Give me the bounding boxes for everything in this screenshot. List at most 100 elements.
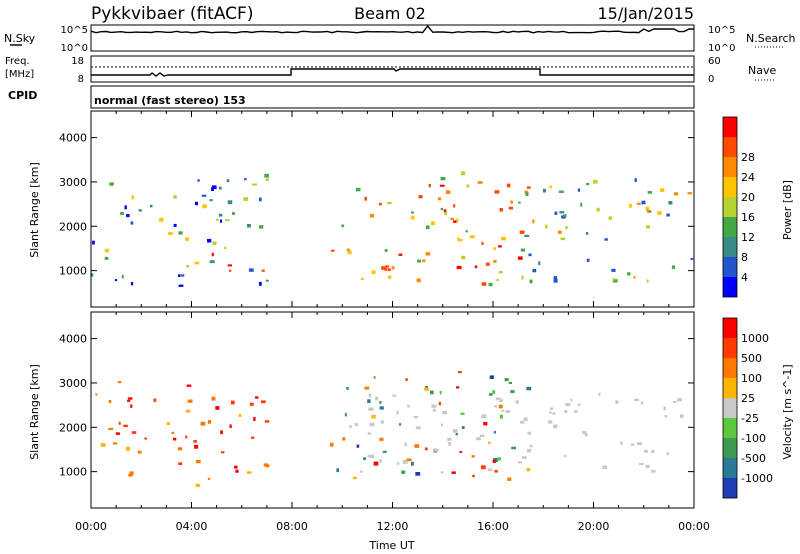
scatter-cell xyxy=(392,394,396,397)
scatter-cell xyxy=(453,204,456,208)
colorbar-swatch xyxy=(723,458,737,478)
scatter-cell xyxy=(186,384,192,387)
scatter-cell xyxy=(598,392,601,396)
scatter-cell xyxy=(517,461,522,464)
colorbar-tick-label: 100 xyxy=(741,372,762,385)
scatter-cell xyxy=(253,417,256,421)
scatter-cell xyxy=(380,420,384,424)
scatter-cell xyxy=(413,416,419,419)
scatter-cell xyxy=(379,401,382,404)
scatter-cell xyxy=(496,279,499,281)
y-tick-label: 4000 xyxy=(59,333,87,346)
colorbar-swatch xyxy=(723,277,737,297)
scatter-cell xyxy=(483,421,488,426)
scatter-cell xyxy=(215,406,220,410)
scatter-cell xyxy=(525,192,529,196)
scatter-cell xyxy=(417,259,421,263)
scatter-cell xyxy=(178,284,184,287)
scatter-cell xyxy=(488,282,493,287)
power-ylabel: Slant Range [km] xyxy=(28,162,41,258)
noise-left-tick-bottom: 10^0 xyxy=(61,43,88,54)
scatter-cell xyxy=(130,282,134,286)
scatter-cell xyxy=(526,186,531,189)
scatter-cell xyxy=(114,279,118,282)
scatter-cell xyxy=(489,375,494,379)
scatter-cell xyxy=(346,248,351,252)
x-tick-label: 16:00 xyxy=(477,520,509,533)
scatter-cell xyxy=(493,260,497,263)
scatter-cell xyxy=(185,237,189,241)
scatter-cell xyxy=(437,197,442,201)
scatter-cell xyxy=(507,477,512,481)
scatter-cell xyxy=(634,178,637,182)
scatter-cell xyxy=(144,437,147,440)
colorbar-swatch xyxy=(723,378,737,398)
y-tick-label: 3000 xyxy=(59,377,87,390)
scatter-cell xyxy=(209,260,215,264)
scatter-cell xyxy=(633,276,636,279)
scatter-cell xyxy=(604,238,608,241)
scatter-cell xyxy=(398,253,403,256)
noise-right-tick-bottom: 10^0 xyxy=(708,43,735,54)
scatter-cell xyxy=(448,442,451,446)
scatter-cell xyxy=(628,203,632,208)
scatter-cell xyxy=(505,410,511,413)
scatter-cell xyxy=(672,400,677,403)
scatter-cell xyxy=(646,209,650,213)
scatter-cell xyxy=(129,471,134,476)
scatter-cell xyxy=(387,201,392,205)
scatter-cell xyxy=(508,381,512,384)
scatter-cell xyxy=(498,245,502,248)
colorbar-tick-label: 25 xyxy=(741,392,755,405)
noise-left-label: N.Sky xyxy=(4,32,36,45)
scatter-cell xyxy=(528,253,532,257)
scatter-cell xyxy=(431,404,437,408)
scatter-cell xyxy=(620,441,623,445)
scatter-cell xyxy=(385,265,390,268)
scatter-cell xyxy=(529,444,533,448)
frequency-panel: Freq. [MHz] 18 8 60 0 Nave xyxy=(5,55,776,85)
scatter-cell xyxy=(439,390,442,395)
scatter-cell xyxy=(499,414,503,419)
nave-right-tick-top: 60 xyxy=(708,56,721,67)
velocity-colorbar: 1000 500 100 25 -25 -100 -500 -1000 xyxy=(722,317,773,499)
scatter-cell xyxy=(382,450,387,453)
scatter-cell xyxy=(586,183,590,186)
scatter-cell xyxy=(481,242,484,245)
scatter-cell xyxy=(238,413,242,417)
scatter-cell xyxy=(493,431,496,434)
scatter-cell xyxy=(553,276,558,280)
scatter-cell xyxy=(452,429,458,433)
scatter-cell xyxy=(364,386,370,390)
scatter-cell xyxy=(92,240,95,245)
scatter-cell xyxy=(517,256,523,260)
scatter-cell xyxy=(100,443,106,447)
scatter-cell xyxy=(259,197,262,202)
scatter-cell xyxy=(636,202,641,205)
scatter-cell xyxy=(126,214,130,218)
scatter-cell xyxy=(153,398,157,402)
colorbar-tick-label: 28 xyxy=(741,151,755,164)
scatter-cell xyxy=(474,265,478,269)
scatter-cell xyxy=(171,431,175,434)
scatter-cell xyxy=(542,188,546,193)
scatter-cell xyxy=(137,450,142,454)
scatter-cell xyxy=(211,187,214,191)
scatter-cell xyxy=(207,477,211,480)
scatter-cell xyxy=(578,403,581,406)
scatter-cell xyxy=(585,232,589,235)
time-axis-label: Time UT xyxy=(368,539,414,552)
scatter-cell xyxy=(481,282,487,286)
station-title: Pykkvibaer (fitACF) xyxy=(91,4,253,24)
scatter-cell xyxy=(401,470,406,474)
scatter-cell xyxy=(565,403,571,407)
scatter-cell xyxy=(234,465,238,469)
scatter-cell xyxy=(424,387,429,391)
scatter-cell xyxy=(360,470,363,473)
scatter-cell xyxy=(387,268,391,272)
velocity-panel: 1000 2000 3000 4000 00:00 04:00 08:00 12:00 16:… xyxy=(28,311,794,552)
scatter-cell xyxy=(109,182,114,186)
scatter-cell xyxy=(527,448,532,453)
scatter-cell xyxy=(341,224,345,228)
scatter-cell xyxy=(492,390,496,394)
